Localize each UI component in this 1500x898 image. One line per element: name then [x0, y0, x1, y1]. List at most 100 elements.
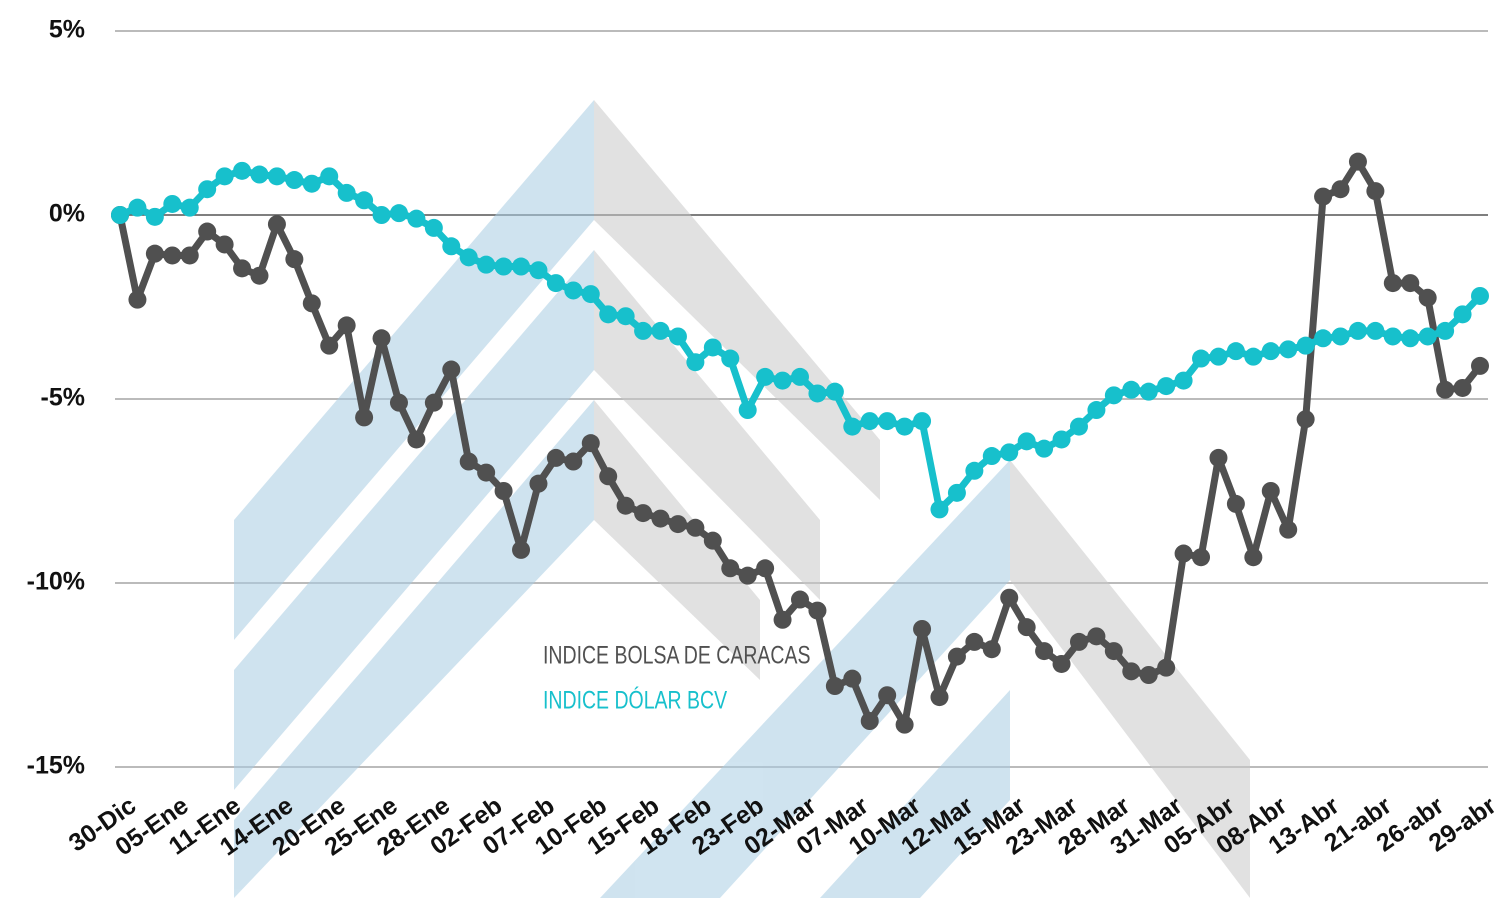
y-tick-label: 0%: [49, 200, 85, 228]
legend-label: INDICE DÓLAR BCV: [543, 686, 727, 714]
data-point: [303, 294, 321, 312]
data-point: [1000, 443, 1018, 461]
data-point: [808, 602, 826, 620]
data-point: [1087, 627, 1105, 645]
data-point: [1471, 287, 1489, 305]
data-point: [913, 412, 931, 430]
data-point: [128, 199, 146, 217]
data-point: [495, 482, 513, 500]
data-point: [1279, 340, 1297, 358]
data-point: [1105, 386, 1123, 404]
data-point: [861, 712, 879, 730]
data-point: [460, 453, 478, 471]
data-point: [460, 248, 478, 266]
data-point: [512, 258, 530, 276]
data-point: [1122, 662, 1140, 680]
data-point: [233, 259, 251, 277]
data-point: [774, 611, 792, 629]
data-point: [1105, 642, 1123, 660]
data-point: [547, 274, 565, 292]
data-point: [686, 519, 704, 537]
data-point: [1192, 350, 1210, 368]
y-tick-label: -10%: [27, 568, 85, 596]
data-point: [843, 418, 861, 436]
data-point: [599, 467, 617, 485]
data-point: [1297, 410, 1315, 428]
data-point: [739, 401, 757, 419]
data-point: [1053, 430, 1071, 448]
data-point: [268, 215, 286, 233]
data-point: [1471, 357, 1489, 375]
data-point: [1018, 618, 1036, 636]
data-point: [163, 195, 181, 213]
data-point: [1454, 305, 1472, 323]
data-point: [477, 464, 495, 482]
data-point: [442, 237, 460, 255]
data-point: [617, 307, 635, 325]
data-point: [564, 281, 582, 299]
data-point: [756, 559, 774, 577]
data-point: [1140, 383, 1158, 401]
data-point: [529, 475, 547, 493]
data-point: [1209, 449, 1227, 467]
data-point: [303, 175, 321, 193]
data-point: [896, 716, 914, 734]
data-point: [913, 620, 931, 638]
data-point: [948, 484, 966, 502]
y-tick-label: 5%: [49, 16, 85, 44]
data-point: [547, 449, 565, 467]
data-point: [111, 206, 129, 224]
data-point: [686, 353, 704, 371]
data-point: [285, 250, 303, 268]
data-point: [250, 267, 268, 285]
data-point: [861, 412, 879, 430]
data-point: [390, 394, 408, 412]
data-point: [198, 180, 216, 198]
data-point: [1070, 633, 1088, 651]
data-point: [442, 361, 460, 379]
data-point: [1035, 440, 1053, 458]
data-point: [1018, 432, 1036, 450]
data-point: [320, 167, 338, 185]
data-point: [843, 670, 861, 688]
data-point: [1349, 322, 1367, 340]
data-point: [774, 372, 792, 390]
data-point: [791, 591, 809, 609]
data-point: [407, 430, 425, 448]
data-point: [1297, 337, 1315, 355]
data-point: [669, 327, 687, 345]
data-point: [250, 166, 268, 184]
data-point: [652, 322, 670, 340]
data-point: [1314, 188, 1332, 206]
data-point: [599, 305, 617, 323]
data-point: [1070, 418, 1088, 436]
data-point: [930, 500, 948, 518]
data-point: [1384, 274, 1402, 292]
data-point: [128, 291, 146, 309]
data-point: [1000, 589, 1018, 607]
data-point: [564, 453, 582, 471]
data-point: [721, 350, 739, 368]
data-point: [495, 258, 513, 276]
data-point: [826, 383, 844, 401]
data-point: [512, 541, 530, 559]
data-point: [1419, 327, 1437, 345]
data-point: [808, 384, 826, 402]
data-point: [1366, 182, 1384, 200]
data-point: [1279, 521, 1297, 539]
data-point: [878, 412, 896, 430]
data-point: [529, 261, 547, 279]
data-point: [669, 515, 687, 533]
data-point: [1175, 372, 1193, 390]
data-point: [582, 285, 600, 303]
data-point: [1227, 495, 1245, 513]
data-point: [1349, 153, 1367, 171]
data-point: [1401, 274, 1419, 292]
data-point: [407, 210, 425, 228]
data-point: [1262, 342, 1280, 360]
data-point: [233, 162, 251, 180]
data-point: [826, 677, 844, 695]
data-point: [1332, 180, 1350, 198]
y-tick-label: -15%: [27, 752, 85, 780]
data-point: [1384, 327, 1402, 345]
